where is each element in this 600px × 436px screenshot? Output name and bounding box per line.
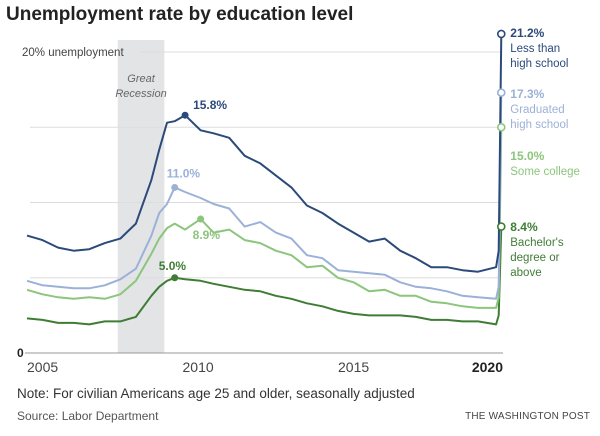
series-name-label: high school <box>510 58 568 70</box>
peak-marker <box>171 183 179 191</box>
peak-marker <box>181 111 189 119</box>
peak-label: 5.0% <box>159 259 187 273</box>
publisher-credit: THE WASHINGTON POST <box>465 411 590 422</box>
peak-label: 11.0% <box>167 166 201 180</box>
chart-source: Source: Labor Department <box>17 409 159 423</box>
recession-label: Recession <box>115 88 166 100</box>
peak-marker <box>171 274 179 282</box>
series-name-label: Bachelor's <box>510 237 564 249</box>
end-marker <box>496 88 506 97</box>
x-tick-label: 2005 <box>27 359 58 375</box>
end-marker <box>496 122 506 132</box>
series-name-label: Graduated <box>510 104 564 116</box>
series-line <box>26 127 503 309</box>
chart-note: Note: For civilian Americans age 25 and … <box>17 386 415 401</box>
x-tick-label: 2015 <box>338 359 369 375</box>
series-name-label: Some college <box>510 166 580 178</box>
end-value-label: 8.4% <box>510 220 538 234</box>
series-name-label: high school <box>510 119 568 131</box>
peak-marker <box>197 215 205 223</box>
end-value-label: 17.3% <box>510 87 544 101</box>
recession-label: Great <box>127 73 155 85</box>
end-value-label: 15.0% <box>510 149 544 163</box>
x-tick-label: 2010 <box>183 359 214 375</box>
x-tick-label: 2020 <box>472 359 503 375</box>
recession-shade <box>117 40 165 353</box>
series-line <box>26 226 503 326</box>
peak-label: 8.9% <box>193 228 221 242</box>
series-line <box>26 92 503 300</box>
chart-title: Unemployment rate by education level <box>6 4 354 25</box>
end-marker <box>496 222 506 231</box>
series-name-label: Less than <box>510 43 560 55</box>
series-name-label: degree or <box>510 252 559 264</box>
end-marker <box>496 29 506 39</box>
end-value-label: 21.2% <box>510 26 544 40</box>
series-line <box>26 33 503 273</box>
y-tick-label: 0 <box>17 346 24 360</box>
peak-label: 15.8% <box>193 98 227 112</box>
y-tick-label: 20% unemployment <box>22 47 124 59</box>
series-name-label: above <box>510 267 541 279</box>
